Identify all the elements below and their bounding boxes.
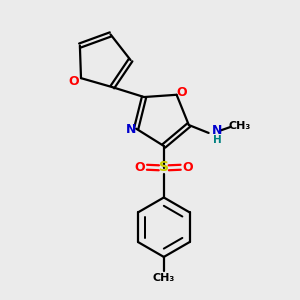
Text: N: N [125, 123, 136, 136]
Text: N: N [212, 124, 222, 137]
Text: CH₃: CH₃ [228, 121, 250, 131]
Text: O: O [177, 86, 188, 99]
Text: O: O [135, 161, 146, 174]
Text: H: H [213, 135, 221, 145]
Text: O: O [69, 75, 80, 88]
Text: CH₃: CH₃ [153, 273, 175, 283]
Text: O: O [182, 161, 193, 174]
Text: S: S [159, 160, 169, 174]
